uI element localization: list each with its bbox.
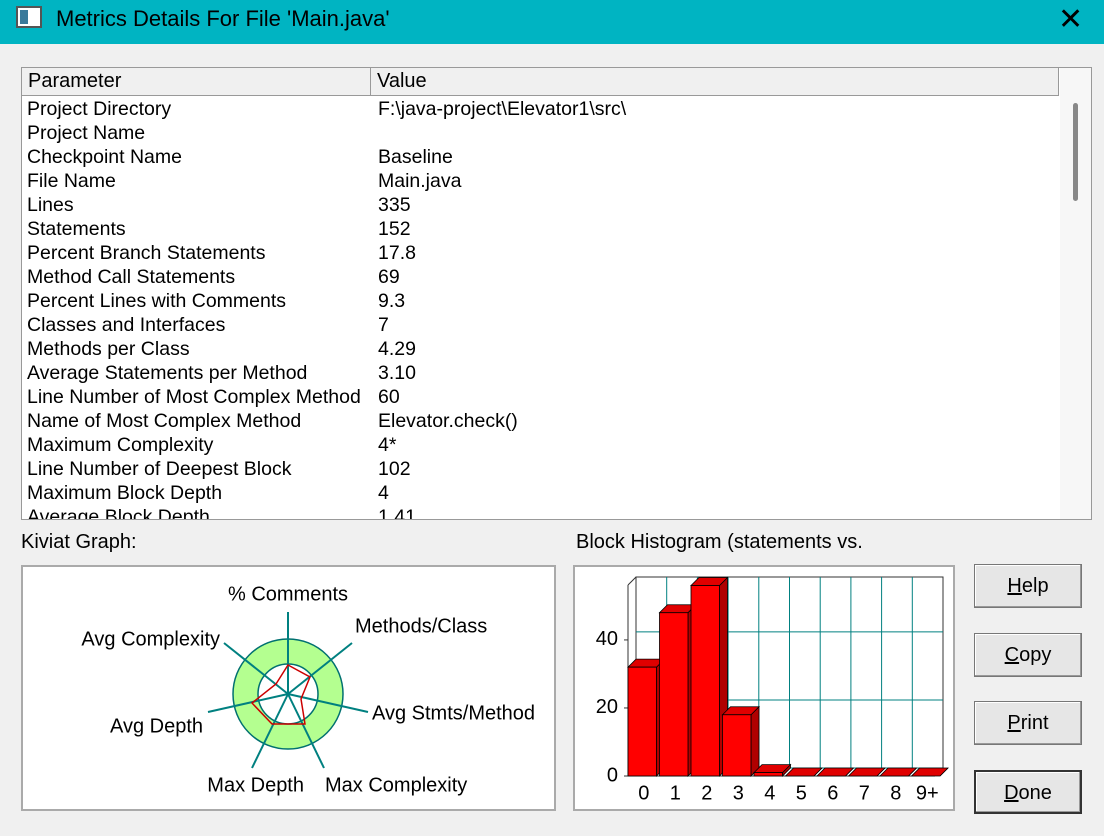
table-row: Line Number of Most Complex Method 60 bbox=[22, 386, 1058, 410]
value-cell: 1.41 bbox=[378, 506, 416, 520]
value-cell: 4.29 bbox=[378, 338, 416, 360]
parameter-cell: Name of Most Complex Method bbox=[27, 410, 302, 432]
y-tick-label: 0 bbox=[607, 764, 618, 786]
value-cell: 152 bbox=[378, 218, 411, 240]
bar-top bbox=[847, 767, 886, 777]
bar bbox=[690, 585, 720, 777]
table-row: Statements 152 bbox=[22, 218, 1058, 242]
x-tick-label: 6 bbox=[827, 782, 838, 804]
parameter-cell: Percent Branch Statements bbox=[27, 242, 266, 264]
table-row: File Name Main.java bbox=[22, 170, 1058, 194]
parameter-cell: Line Number of Most Complex Method bbox=[27, 386, 361, 408]
x-tick-label: 5 bbox=[796, 782, 807, 804]
value-cell: F:\java-project\Elevator1\src\ bbox=[378, 98, 627, 120]
histogram-title: Block Histogram (statements vs. bbox=[576, 531, 863, 553]
help-button[interactable]: Help bbox=[974, 564, 1082, 608]
parameter-cell: Project Directory bbox=[27, 98, 172, 120]
value-cell: Main.java bbox=[378, 170, 462, 192]
column-header[interactable]: Value bbox=[377, 70, 427, 92]
value-cell: Elevator.check() bbox=[378, 410, 518, 432]
value-cell: 7 bbox=[378, 314, 389, 336]
parameter-cell: Project Name bbox=[27, 122, 146, 144]
bar-top bbox=[784, 767, 823, 777]
value-cell: 3.10 bbox=[378, 362, 416, 384]
value-cell: 60 bbox=[378, 386, 400, 408]
table-header: Parameter Value bbox=[22, 68, 1059, 96]
parameter-cell: Average Statements per Method bbox=[27, 362, 308, 384]
x-tick-label: 1 bbox=[670, 782, 681, 804]
metrics-table: Parameter Value Project Directory F:\java… bbox=[21, 67, 1092, 520]
value-cell: 4* bbox=[378, 434, 397, 456]
print-button[interactable]: Print bbox=[974, 701, 1082, 745]
value-cell: 102 bbox=[378, 458, 411, 480]
y-tick-label: 40 bbox=[596, 628, 618, 650]
value-cell: 17.8 bbox=[378, 242, 416, 264]
x-tick-label: 0 bbox=[638, 782, 649, 804]
table-row: Percent Lines with Comments 9.3 bbox=[22, 290, 1058, 314]
column-divider bbox=[370, 68, 371, 95]
scrollbar[interactable] bbox=[1060, 68, 1091, 519]
parameter-cell: Classes and Interfaces bbox=[27, 314, 226, 336]
value-cell: Baseline bbox=[378, 146, 453, 168]
parameter-cell: Average Block Depth bbox=[27, 506, 210, 520]
x-tick-label: 9+ bbox=[916, 782, 939, 804]
window-icon bbox=[16, 6, 42, 28]
scroll-thumb[interactable] bbox=[1073, 103, 1078, 201]
value-cell: 4 bbox=[378, 482, 389, 504]
table-row: Line Number of Deepest Block 102 bbox=[22, 458, 1058, 482]
value-cell: 335 bbox=[378, 194, 411, 216]
table-row: Method Call Statements 69 bbox=[22, 266, 1058, 290]
axis-depth bbox=[627, 576, 637, 586]
bar-top bbox=[816, 767, 855, 777]
bar-top bbox=[910, 767, 949, 777]
parameter-cell: Maximum Complexity bbox=[27, 434, 214, 456]
x-tick-label: 4 bbox=[764, 782, 775, 804]
table-row: Project Name bbox=[22, 122, 1058, 146]
x-tick-label: 3 bbox=[733, 782, 744, 804]
parameter-cell: Method Call Statements bbox=[27, 266, 236, 288]
table-row: Project Directory F:\java-project\Elevato… bbox=[22, 98, 1058, 122]
close-button[interactable]: ✕ bbox=[1058, 3, 1084, 36]
x-tick-label: 8 bbox=[890, 782, 901, 804]
parameter-cell: Lines bbox=[27, 194, 74, 216]
bar bbox=[659, 612, 689, 777]
table-row: Name of Most Complex Method Elevator.chec… bbox=[22, 410, 1058, 434]
title-bar: Metrics Details For File 'Main.java' ✕ bbox=[0, 0, 1104, 44]
parameter-cell: Methods per Class bbox=[27, 338, 190, 360]
table-row: Lines 335 bbox=[22, 194, 1058, 218]
kiviat-label: Kiviat Graph: bbox=[21, 531, 137, 553]
parameter-cell: Line Number of Deepest Block bbox=[27, 458, 292, 480]
column-header[interactable]: Parameter bbox=[28, 70, 122, 92]
bar bbox=[722, 714, 752, 777]
value-cell: 9.3 bbox=[378, 290, 406, 312]
parameter-cell: Maximum Block Depth bbox=[27, 482, 223, 504]
table-row: Maximum Block Depth 4 bbox=[22, 482, 1058, 506]
parameter-cell: Statements bbox=[27, 218, 126, 240]
table-row: Checkpoint Name Baseline bbox=[22, 146, 1058, 170]
bar-top bbox=[879, 767, 918, 777]
table-row: Average Statements per Method 3.10 bbox=[22, 362, 1058, 386]
table-row: Methods per Class 4.29 bbox=[22, 338, 1058, 362]
window-title: Metrics Details For File 'Main.java' bbox=[56, 6, 390, 31]
x-tick-label: 2 bbox=[701, 782, 712, 804]
table-row: Classes and Interfaces 7 bbox=[22, 314, 1058, 338]
parameter-cell: Percent Lines with Comments bbox=[27, 290, 287, 312]
parameter-cell: Checkpoint Name bbox=[27, 146, 182, 168]
copy-button[interactable]: Copy bbox=[974, 633, 1082, 677]
value-cell: 69 bbox=[378, 266, 400, 288]
bar bbox=[627, 666, 657, 777]
bar-side bbox=[750, 705, 760, 777]
table-row: Percent Branch Statements 17.8 bbox=[22, 242, 1058, 266]
x-tick-label: 7 bbox=[859, 782, 870, 804]
bar bbox=[753, 772, 783, 777]
table-row: Average Block Depth 1.41 bbox=[22, 506, 1058, 520]
y-tick-label: 20 bbox=[596, 696, 618, 718]
done-button[interactable]: Done bbox=[974, 770, 1082, 814]
parameter-cell: File Name bbox=[27, 170, 116, 192]
table-row: Maximum Complexity 4* bbox=[22, 434, 1058, 458]
